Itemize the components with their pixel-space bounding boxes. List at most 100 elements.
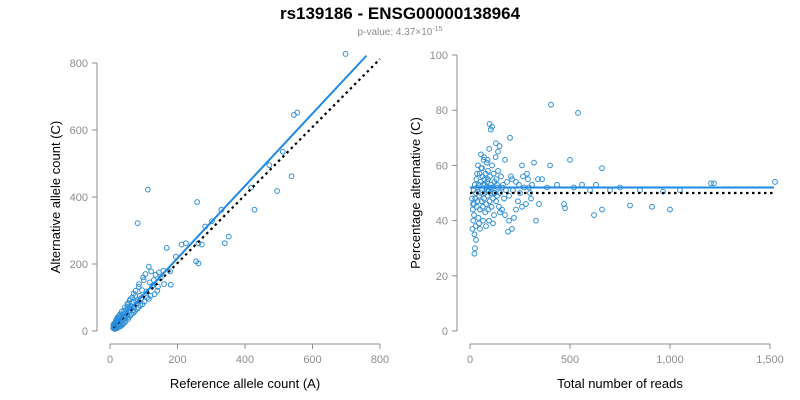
data-point xyxy=(484,156,491,163)
y-tick-label: 20 xyxy=(436,271,448,283)
data-point xyxy=(167,281,174,288)
data-point xyxy=(513,206,519,213)
data-point xyxy=(481,154,487,161)
x-tick-label: 800 xyxy=(371,354,389,366)
data-point xyxy=(511,214,517,221)
data-point xyxy=(496,143,503,149)
data-point xyxy=(529,181,535,188)
data-point xyxy=(163,245,170,251)
data-point xyxy=(198,241,205,248)
x-tick-label: 1,000 xyxy=(656,354,684,366)
data-point xyxy=(490,220,496,227)
data-point xyxy=(476,220,482,227)
data-point xyxy=(485,176,491,183)
data-point xyxy=(148,268,155,275)
data-point xyxy=(519,203,525,210)
data-point xyxy=(523,201,529,207)
y-tick-label: 200 xyxy=(70,259,88,271)
data-point xyxy=(225,233,232,240)
x-tick-label: 0 xyxy=(467,354,473,366)
data-point xyxy=(482,209,489,216)
data-point xyxy=(167,268,173,275)
data-point xyxy=(477,225,483,232)
data-point xyxy=(524,170,530,177)
data-point xyxy=(147,292,154,299)
data-point xyxy=(579,181,585,188)
data-point xyxy=(473,237,479,243)
data-point xyxy=(288,173,295,180)
x-tick-label: 200 xyxy=(168,354,186,366)
data-point xyxy=(490,170,497,177)
data-point xyxy=(142,271,149,277)
data-point xyxy=(505,228,511,235)
data-point xyxy=(567,156,573,163)
data-point xyxy=(490,195,496,202)
subtitle-exponent: -15 xyxy=(432,26,442,33)
data-point xyxy=(476,170,483,177)
data-point xyxy=(508,173,514,180)
data-point xyxy=(342,51,349,57)
data-point xyxy=(474,170,480,177)
data-point xyxy=(135,304,142,311)
data-point xyxy=(493,140,499,147)
data-point xyxy=(497,209,503,216)
data-point xyxy=(667,206,673,213)
data-point xyxy=(145,263,152,270)
data-point xyxy=(486,217,492,224)
data-point xyxy=(486,198,493,205)
data-point xyxy=(132,287,139,294)
data-point xyxy=(575,110,581,116)
data-point xyxy=(539,176,545,183)
y-tick-label: 800 xyxy=(70,58,88,70)
data-point xyxy=(506,192,512,199)
y-axis-label: Percentage alternative (C) xyxy=(408,117,423,269)
y-tick-label: 80 xyxy=(436,105,448,117)
data-point xyxy=(489,162,495,169)
data-point xyxy=(515,198,521,205)
data-point xyxy=(772,179,778,185)
data-point xyxy=(487,126,494,133)
fit-line xyxy=(112,54,368,328)
data-point xyxy=(486,121,493,127)
data-point xyxy=(483,223,489,230)
data-point xyxy=(480,217,486,224)
data-point xyxy=(135,283,142,290)
data-point xyxy=(472,195,479,202)
data-point xyxy=(144,186,151,193)
data-point xyxy=(209,218,215,225)
data-point xyxy=(649,203,655,210)
x-axis-label: Total number of reads xyxy=(557,376,683,391)
panel-percentage: 0 500 1,000 1,500 0 20 40 60 80 100 Total number o… xyxy=(408,50,784,391)
data-point xyxy=(274,188,280,194)
data-point xyxy=(535,176,541,183)
x-tick-label: 500 xyxy=(561,354,579,366)
data-point xyxy=(125,301,132,308)
y-tick-label: 40 xyxy=(436,216,448,228)
data-point xyxy=(471,250,478,257)
data-point xyxy=(486,145,493,152)
data-point xyxy=(516,181,522,188)
data-point xyxy=(495,168,501,174)
data-point xyxy=(279,148,286,155)
data-point xyxy=(591,212,597,218)
x-tick-label: 1,500 xyxy=(756,354,784,366)
data-point xyxy=(136,281,142,288)
data-point xyxy=(498,173,504,180)
data-point xyxy=(469,206,476,213)
data-point xyxy=(501,195,507,202)
data-point xyxy=(195,260,202,267)
y-tick-label: 600 xyxy=(70,125,88,137)
x-axis-label: Reference allele count (A) xyxy=(170,376,320,391)
data-point xyxy=(528,195,534,202)
data-point xyxy=(599,206,605,213)
data-point xyxy=(221,240,228,247)
data-point xyxy=(194,199,200,205)
data-point xyxy=(599,165,605,172)
data-point xyxy=(483,201,490,207)
data-point xyxy=(471,231,478,238)
x-tick-label: 600 xyxy=(303,354,321,366)
data-point xyxy=(479,165,485,172)
x-tick-label: 0 xyxy=(107,354,113,366)
data-point xyxy=(533,217,539,224)
